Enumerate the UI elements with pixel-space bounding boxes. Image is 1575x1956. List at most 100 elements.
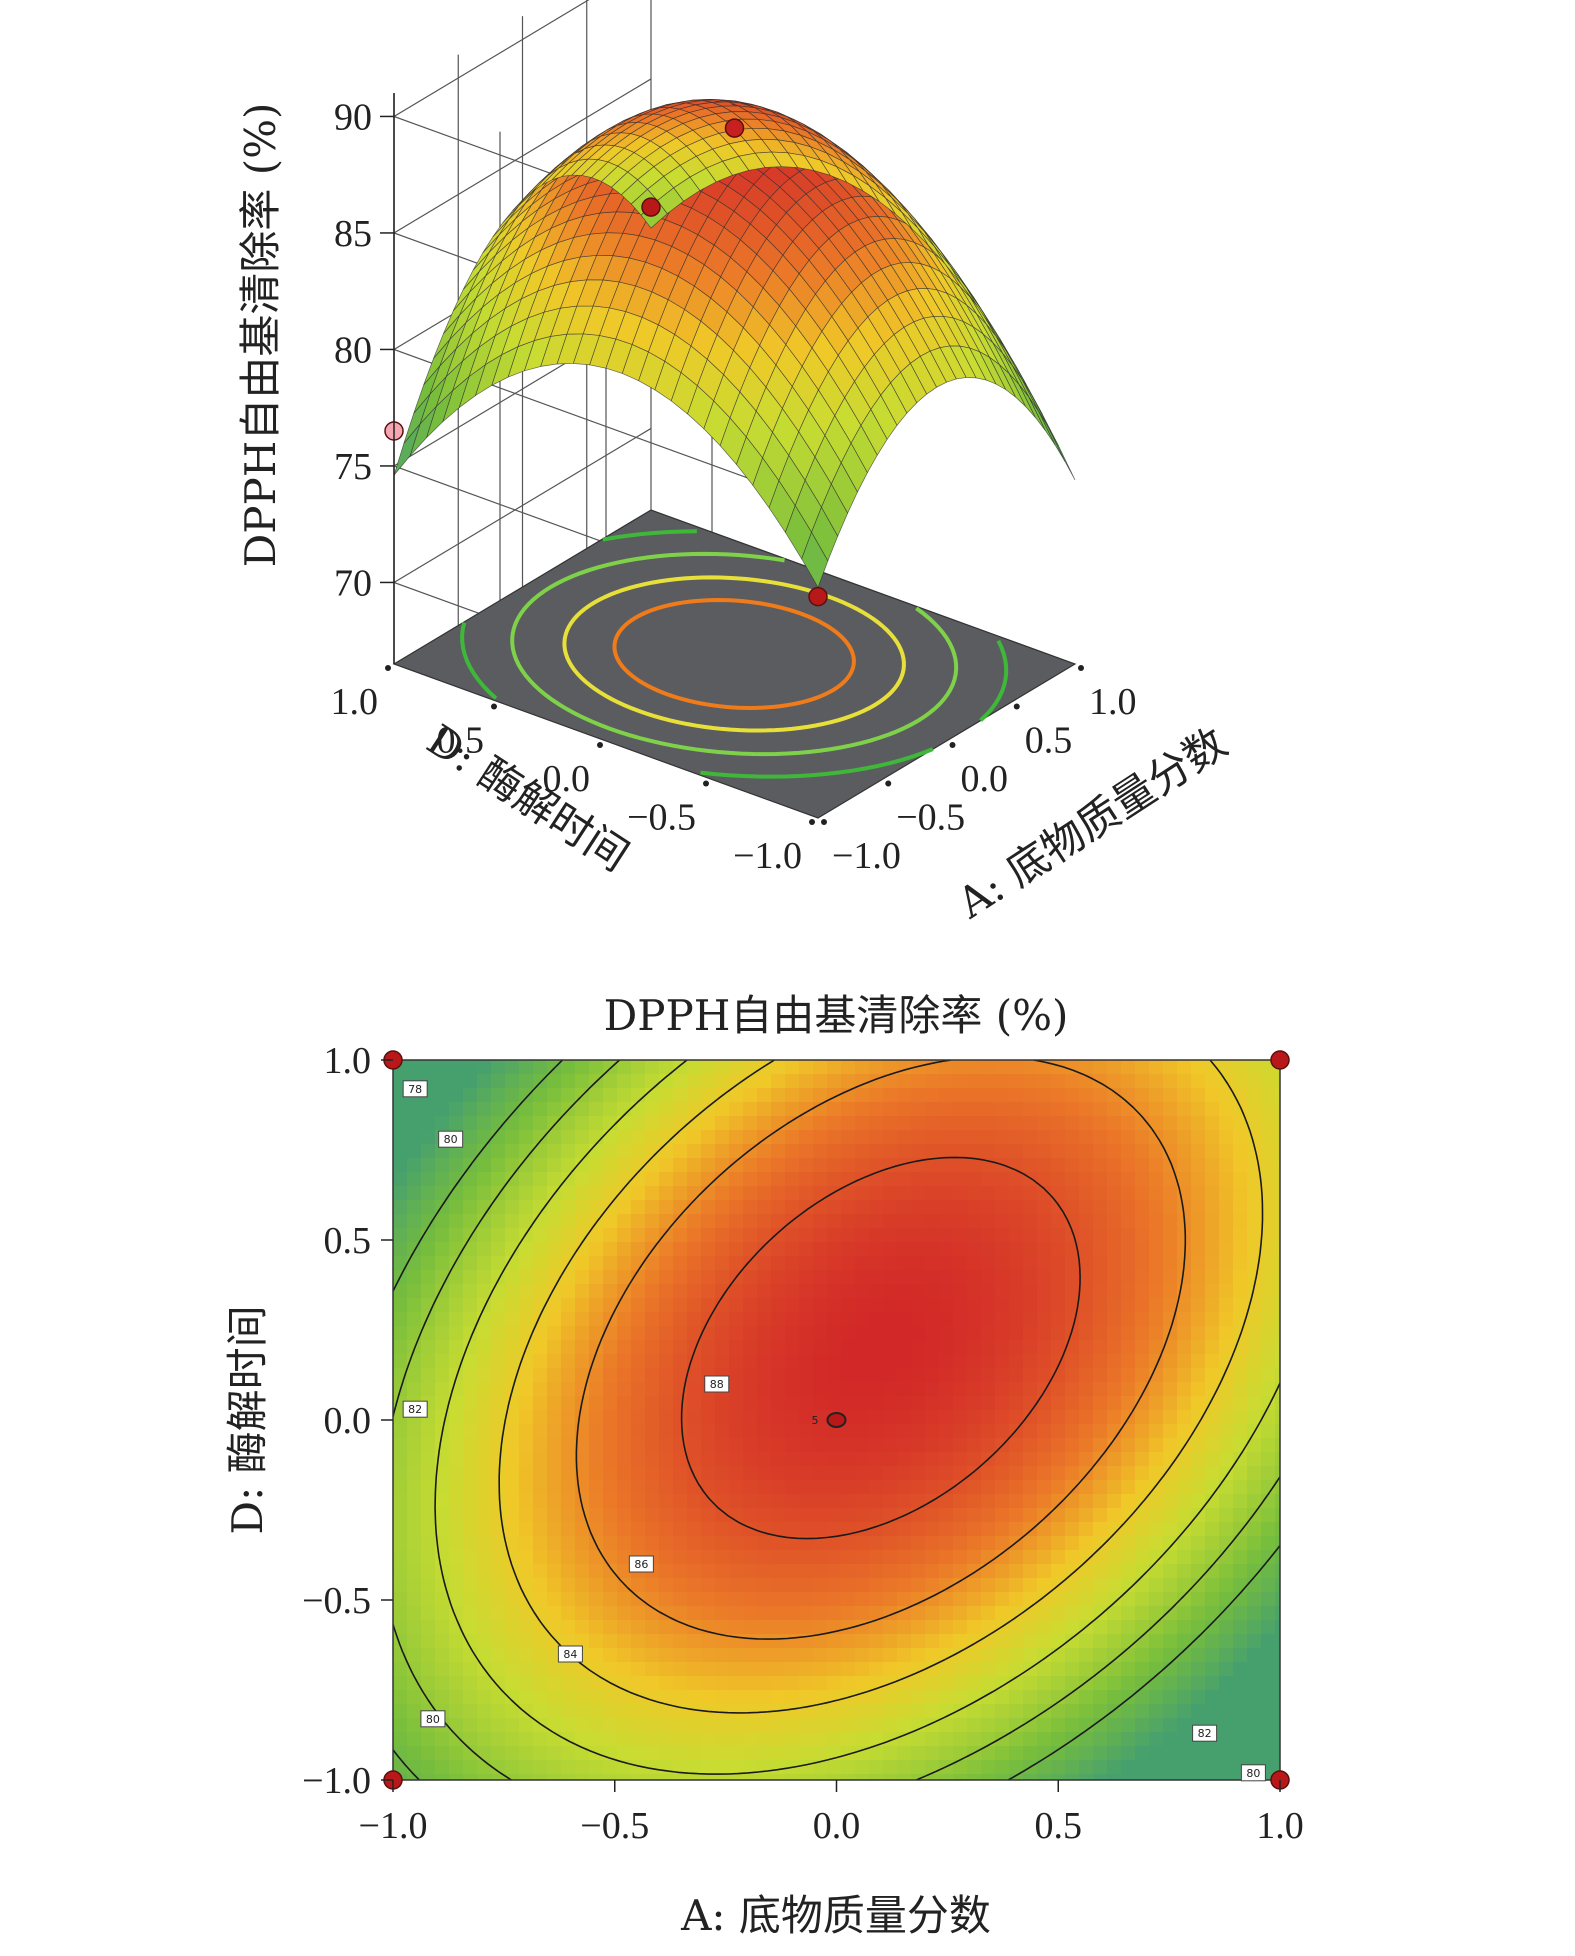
heat-cell (771, 1620, 786, 1635)
heat-cell (701, 1746, 716, 1761)
heat-cell (1037, 1340, 1052, 1355)
heat-cell (715, 1270, 730, 1285)
heat-cell (897, 1662, 912, 1677)
heat-cell (1233, 1522, 1248, 1537)
heat-cell (1023, 1368, 1038, 1383)
heat-cell (1121, 1606, 1136, 1621)
heat-cell (1191, 1550, 1206, 1565)
heat-cell (589, 1774, 604, 1780)
heat-cell (1051, 1396, 1066, 1411)
heat-cell (631, 1452, 646, 1467)
heat-cell (911, 1116, 926, 1131)
heat-cell (407, 1256, 422, 1271)
heat-cell (939, 1424, 954, 1439)
heat-cell (533, 1480, 548, 1495)
heat-cell (393, 1466, 408, 1481)
heat-cell (1191, 1256, 1206, 1271)
heat-cell (841, 1144, 856, 1159)
heat-cell (687, 1158, 702, 1173)
heat-cell (841, 1452, 856, 1467)
heat-cell (1051, 1662, 1066, 1677)
heat-cell (449, 1662, 464, 1677)
heat-cell (1275, 1116, 1280, 1131)
heat-cell (603, 1368, 618, 1383)
heat-cell (1093, 1508, 1108, 1523)
heat-cell (911, 1746, 926, 1761)
heat-cell (1149, 1074, 1164, 1089)
heat-cell (589, 1704, 604, 1719)
heat-cell (799, 1326, 814, 1341)
heat-cell (1163, 1774, 1178, 1780)
heat-cell (519, 1480, 534, 1495)
heat-cell (757, 1732, 772, 1747)
heat-cell (869, 1102, 884, 1117)
heat-cell (967, 1774, 982, 1780)
heat-cell (561, 1284, 576, 1299)
heat-cell (1233, 1494, 1248, 1509)
heat-cell (1093, 1466, 1108, 1481)
heat-cell (827, 1144, 842, 1159)
heat-cell (995, 1774, 1010, 1780)
heat-cell (953, 1536, 968, 1551)
heat-cell (477, 1536, 492, 1551)
heat-cell (1023, 1144, 1038, 1159)
heat-cell (1121, 1676, 1136, 1691)
heat-cell (505, 1116, 520, 1131)
heat-cell (477, 1270, 492, 1285)
heat-cell (827, 1550, 842, 1565)
heat-cell (841, 1396, 856, 1411)
heat-cell (1205, 1620, 1220, 1635)
heat-cell (421, 1606, 436, 1621)
heat-cell (1135, 1760, 1150, 1775)
heat-cell (701, 1648, 716, 1663)
heat-cell (743, 1508, 758, 1523)
heat-cell (841, 1284, 856, 1299)
heat-cell (813, 1074, 828, 1089)
heat-cell (631, 1592, 646, 1607)
heat-cell (659, 1704, 674, 1719)
heat-cell (603, 1172, 618, 1187)
heat-cell (995, 1494, 1010, 1509)
heat-cell (925, 1256, 940, 1271)
heat-cell (701, 1662, 716, 1677)
heat-cell (1037, 1130, 1052, 1145)
heat-cell (1149, 1578, 1164, 1593)
heat-cell (1037, 1480, 1052, 1495)
heat-cell (729, 1466, 744, 1481)
heat-cell (981, 1410, 996, 1425)
heat-cell (631, 1746, 646, 1761)
heat-cell (981, 1382, 996, 1397)
heat-cell (841, 1130, 856, 1145)
heat-cell (505, 1746, 520, 1761)
heat-cell (1093, 1522, 1108, 1537)
heat-cell (743, 1494, 758, 1509)
heat-cell (1023, 1494, 1038, 1509)
heat-cell (449, 1508, 464, 1523)
heat-cell (1065, 1774, 1080, 1780)
heat-cell (1051, 1634, 1066, 1649)
heat-cell (589, 1578, 604, 1593)
heat-cell (687, 1228, 702, 1243)
heat-cell (981, 1508, 996, 1523)
contour-title: DPPH自由基清除率 (%) (604, 991, 1069, 1040)
heat-cell (1051, 1270, 1066, 1285)
heat-cell (1205, 1102, 1220, 1117)
heat-cell (645, 1536, 660, 1551)
x-tick-label: −0.5 (580, 1805, 649, 1847)
heat-cell (659, 1242, 674, 1257)
heat-cell (757, 1676, 772, 1691)
heat-cell (1177, 1200, 1192, 1215)
heat-cell (407, 1382, 422, 1397)
heat-cell (519, 1116, 534, 1131)
heat-cell (1191, 1592, 1206, 1607)
heat-cell (1247, 1144, 1262, 1159)
heat-cell (1219, 1410, 1234, 1425)
heat-cell (1093, 1088, 1108, 1103)
contour-label-text: 86 (634, 1558, 648, 1571)
x-tick-label: 0.0 (813, 1805, 861, 1847)
heat-cell (1177, 1102, 1192, 1117)
heat-cell (603, 1606, 618, 1621)
heat-cell (729, 1550, 744, 1565)
heat-cell (1275, 1396, 1280, 1411)
heat-cell (897, 1522, 912, 1537)
